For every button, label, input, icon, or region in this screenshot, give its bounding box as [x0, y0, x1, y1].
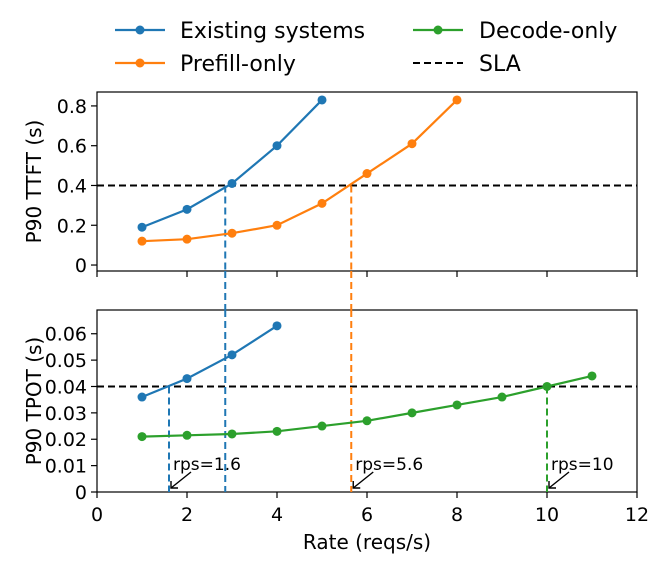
data-point — [227, 178, 237, 188]
data-point — [137, 432, 147, 442]
x-tick-label: 2 — [181, 504, 193, 526]
arrow-head — [548, 481, 556, 489]
data-point — [272, 426, 282, 436]
arrow-shaft — [548, 471, 570, 489]
data-point — [272, 220, 282, 230]
y-tick-label: 0.02 — [45, 429, 87, 451]
x-axis-label: Rate (reqs/s) — [303, 530, 431, 554]
data-point — [317, 95, 327, 105]
legend-label: Existing systems — [180, 19, 365, 44]
annotation-label: rps=1.6 — [173, 455, 241, 475]
legend-item-sla: SLA — [413, 52, 521, 77]
data-point — [182, 430, 192, 440]
y-tick-label: 0.03 — [45, 403, 87, 425]
x-tick-label: 6 — [361, 504, 373, 526]
data-point — [497, 392, 507, 402]
annotation-arrow — [352, 471, 374, 489]
cross-panel-lines — [224, 271, 353, 310]
data-point — [137, 392, 147, 402]
arrow-head — [170, 481, 178, 489]
y-axis-label: P90 TPOT (s) — [22, 337, 46, 466]
data-point — [317, 198, 327, 208]
legend-label: Decode-only — [479, 19, 617, 44]
data-point — [362, 169, 372, 179]
series-line — [141, 374, 593, 438]
annotation-arrow — [170, 471, 192, 489]
legend-item-decode-only: Decode-only — [413, 19, 617, 44]
data-point — [182, 374, 192, 384]
annotation-label: rps=5.6 — [355, 455, 423, 475]
y-tick-label: 0.01 — [45, 456, 87, 478]
arrow-shaft — [352, 471, 374, 489]
series-line — [141, 99, 323, 229]
data-point — [227, 350, 237, 360]
data-point — [137, 236, 147, 246]
y-tick-label: 0.2 — [57, 215, 87, 237]
data-point — [227, 228, 237, 238]
y-axis-label: P90 TTFT (s) — [22, 120, 46, 244]
data-point — [272, 321, 282, 331]
series-line — [141, 99, 458, 243]
legend: Existing systems Prefill-only Decode-onl… — [115, 19, 617, 77]
top-panel: 0 0.2 0.4 0.6 0.8 P90 TTFT (s) — [22, 91, 638, 277]
y-tick-label: 0.6 — [57, 136, 87, 158]
y-tick-label: 0.06 — [45, 324, 87, 346]
arrow-head — [352, 481, 361, 489]
y-tick-label: 0 — [75, 255, 87, 277]
x-tick-label: 12 — [625, 504, 649, 526]
data-point — [317, 421, 327, 431]
data-point — [362, 416, 372, 426]
data-point — [182, 234, 192, 244]
data-point — [407, 408, 417, 418]
data-point — [272, 141, 282, 151]
data-point — [587, 371, 597, 381]
y-tick-label: 0.05 — [45, 350, 87, 372]
legend-item-existing-systems: Existing systems — [115, 19, 365, 44]
bottom-panel: 0 0.01 0.02 0.03 0.04 0.05 0.06 0 2 4 6 8 10 12 P90 TP… — [22, 309, 649, 554]
data-point — [542, 381, 552, 391]
annotation-arrow — [548, 471, 570, 489]
legend-label: Prefill-only — [180, 52, 296, 77]
data-point — [227, 429, 237, 439]
legend-item-prefill-only: Prefill-only — [115, 52, 296, 77]
x-tick-label: 4 — [271, 504, 283, 526]
data-point — [452, 400, 462, 410]
data-point — [452, 95, 462, 105]
axes-frame — [96, 91, 638, 272]
annotation-label: rps=10 — [551, 455, 614, 475]
arrow-shaft — [170, 471, 192, 489]
y-tick-label: 0 — [75, 482, 87, 504]
y-tick-label: 0.4 — [57, 175, 87, 197]
data-point — [137, 222, 147, 232]
x-tick-label: 8 — [451, 504, 463, 526]
y-tick-label: 0.04 — [45, 376, 87, 398]
y-tick-label: 0.8 — [57, 96, 87, 118]
data-point — [182, 204, 192, 214]
series-line — [141, 324, 278, 399]
legend-label: SLA — [479, 52, 521, 77]
x-tick-label: 0 — [91, 504, 103, 526]
x-tick-label: 10 — [535, 504, 559, 526]
data-point — [407, 139, 417, 149]
